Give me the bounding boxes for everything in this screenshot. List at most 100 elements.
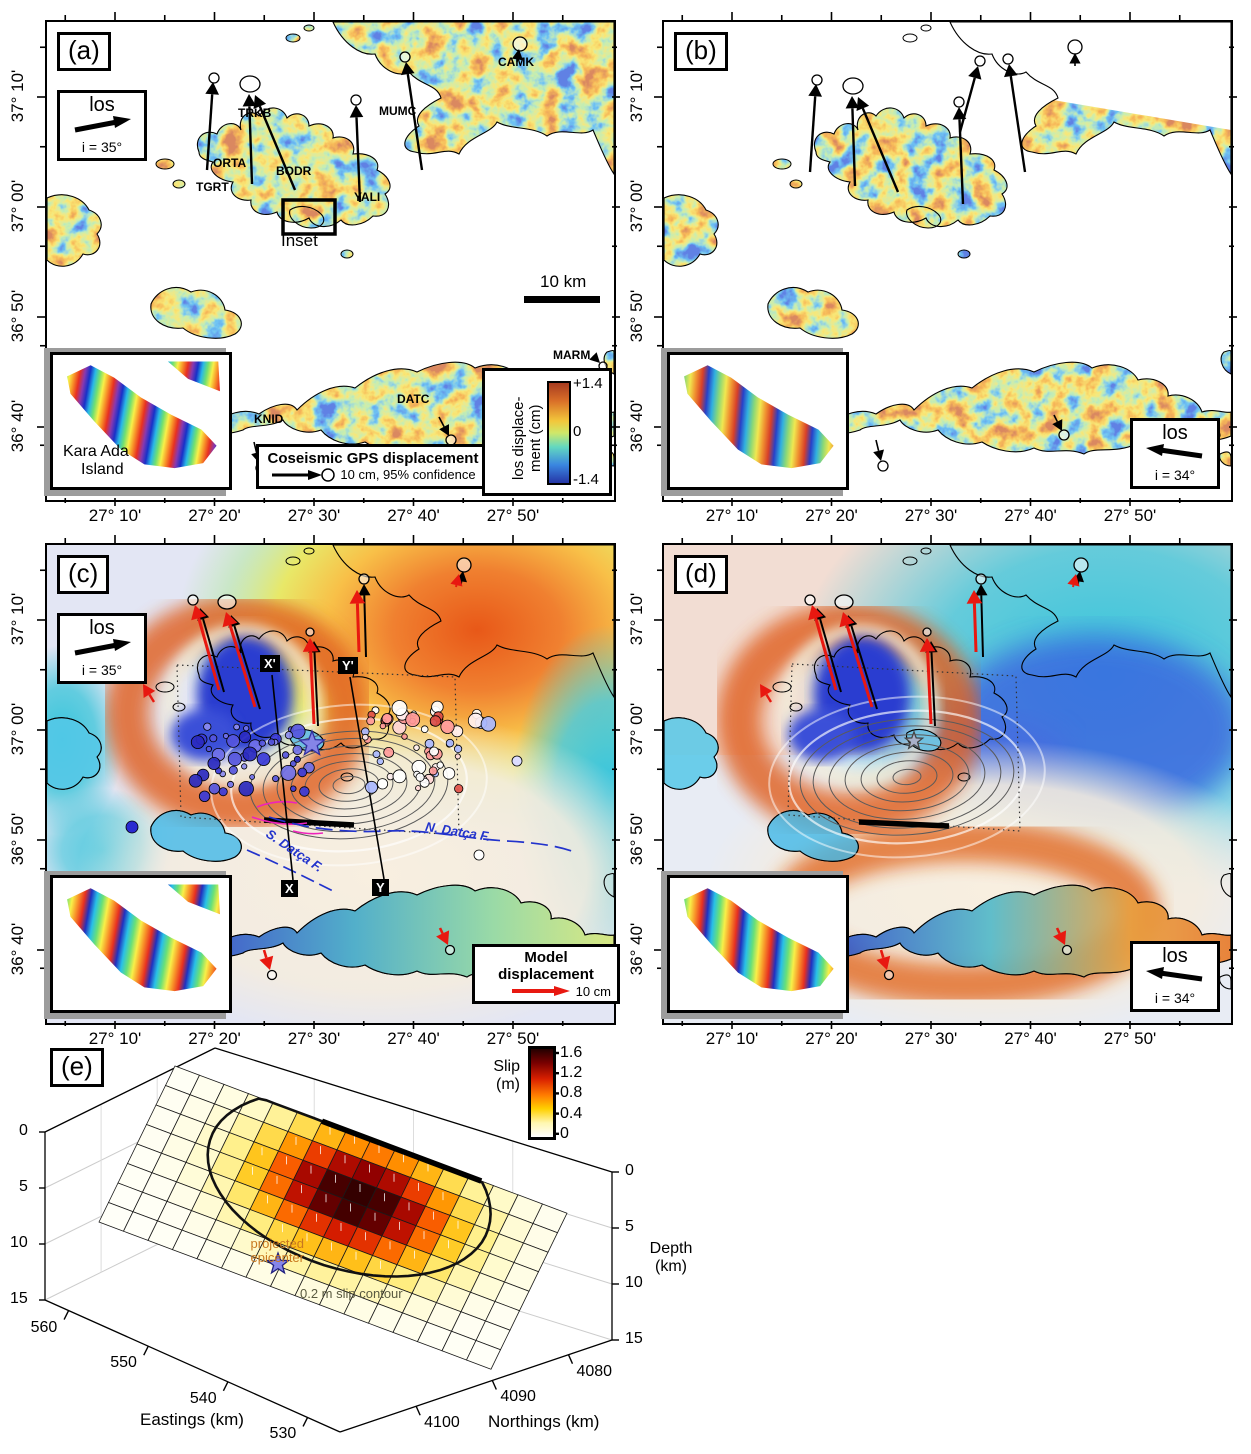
lon-tick-label: 27° 30' [904,506,958,525]
gps-displacement-arrow [242,94,257,185]
island [957,249,971,259]
lon-tick-label: 27° 50' [1103,1029,1157,1048]
aftershock-dot [442,767,456,780]
plot-shape [491,1380,497,1390]
los-incidence: i = 34° [1154,990,1196,1006]
aftershock-dot [424,738,435,749]
coastline [47,194,102,267]
island [172,179,186,189]
los-incidence: i = 35° [81,662,123,678]
coastline [829,361,1231,455]
gps-confidence-ellipse [239,75,261,93]
panel-label-e: (e) [50,1048,104,1087]
magenta-lineament [256,800,298,808]
los-label: los [89,617,115,639]
plot-shape [567,1354,574,1365]
island [920,24,932,32]
coastline [197,107,391,228]
model-displacement-arrow [839,612,874,708]
gps-legend-title: Coseismic GPS displacement [267,450,479,467]
coastline [664,194,719,267]
aftershock-dot [381,713,393,724]
aftershock-dot [290,760,297,767]
slip-colorbar-tick: 0.8 [560,1084,583,1102]
island [340,772,354,782]
axis-box-edge [214,1047,613,1173]
colorbar-label-2: ment (cm) [527,404,544,473]
gps-confidence-circle [877,460,889,472]
gps-confidence-ellipse [842,77,864,95]
aftershock-dot [233,723,240,731]
plot-shape [415,1405,421,1416]
model-legend-line2: displacement [498,966,594,984]
aftershock-dot [292,744,303,755]
gps-confidence-circle [975,573,987,585]
model-displacement-arrow [436,927,450,945]
aftershock-dot [297,767,308,778]
gps-displacement-arrow [952,107,967,205]
gps-displacement-arrow [511,49,523,63]
coastline [814,630,1008,751]
lon-tick-label: 27° 20' [188,1029,241,1048]
aftershock-dot [440,719,455,734]
los-label: los [1162,422,1188,444]
coastline [289,205,325,229]
station-label-yali: YALI [354,190,381,204]
model-displacement-arrow [222,612,257,708]
lon-tick-label: 27° 40' [1004,1029,1057,1048]
aftershock-dot [249,774,256,780]
model-displacement-arrow [919,638,936,725]
gps-displacement-arrow [589,352,600,363]
model-displacement-arrow [349,590,366,653]
island [303,24,315,32]
gps-confidence-circle [922,627,932,637]
slip-colorbar-title-2: (m) [496,1076,520,1093]
los-box-panel-c: los i = 35° [57,613,147,685]
colorbar-tick-mid: 0 [573,423,582,440]
aftershock-dot [376,757,384,765]
eastings-tick: 560 [30,1318,58,1336]
gps-confidence-circle [208,72,220,84]
gps-displacement-arrow [438,416,449,436]
gps-confidence-circle [305,627,315,637]
aftershock-dot [480,716,497,732]
eastings-tick: 530 [269,1425,297,1443]
northings-tick: 4090 [500,1388,536,1406]
axis-box-edge [44,1047,216,1133]
profile-line-y [349,676,385,880]
island [957,772,971,782]
los-colorbar: los displace- ment (cm) +1.4 0 -1.4 [482,368,612,496]
depth-tick-right: 15 [625,1330,643,1347]
coastline [603,349,614,375]
coastline [767,287,859,339]
coastline [949,22,1231,175]
gps-displacement-arrow [205,82,219,171]
los-arrow-right-icon [74,116,131,133]
aftershock-dot [222,732,229,739]
lon-tick-label: 27° 30' [287,506,341,525]
lon-tick-label: 27° 20' [805,1029,858,1048]
aftershock-dot [198,790,211,803]
profile-label-y-prime: Y' [338,657,358,674]
gps-displacement-arrow [1069,53,1081,66]
aftershock-dot [383,746,395,758]
gps-confidence-ellipse [217,594,237,610]
aftershock-dot [413,744,420,751]
colorbar-tick-min: -1.4 [573,471,599,488]
los-arrow-right-icon [74,639,131,656]
station-label-camk: CAMK [498,55,534,69]
slip-model-3d-panel [39,1047,619,1433]
model-displacement-arrow [302,638,319,725]
los-arrow-left-icon [1146,967,1203,982]
aftershock-dot [436,761,444,769]
inset-label: Inset [281,231,318,250]
epicenter-annotation-1: projected [250,1236,304,1251]
gps-displacement-arrow [958,66,982,133]
los-incidence: i = 35° [81,139,123,155]
gps-confidence-circle [1061,944,1073,956]
kara-ada-inset-c [50,875,232,1013]
plot-shape [63,1310,70,1320]
slip-contour [892,768,922,786]
